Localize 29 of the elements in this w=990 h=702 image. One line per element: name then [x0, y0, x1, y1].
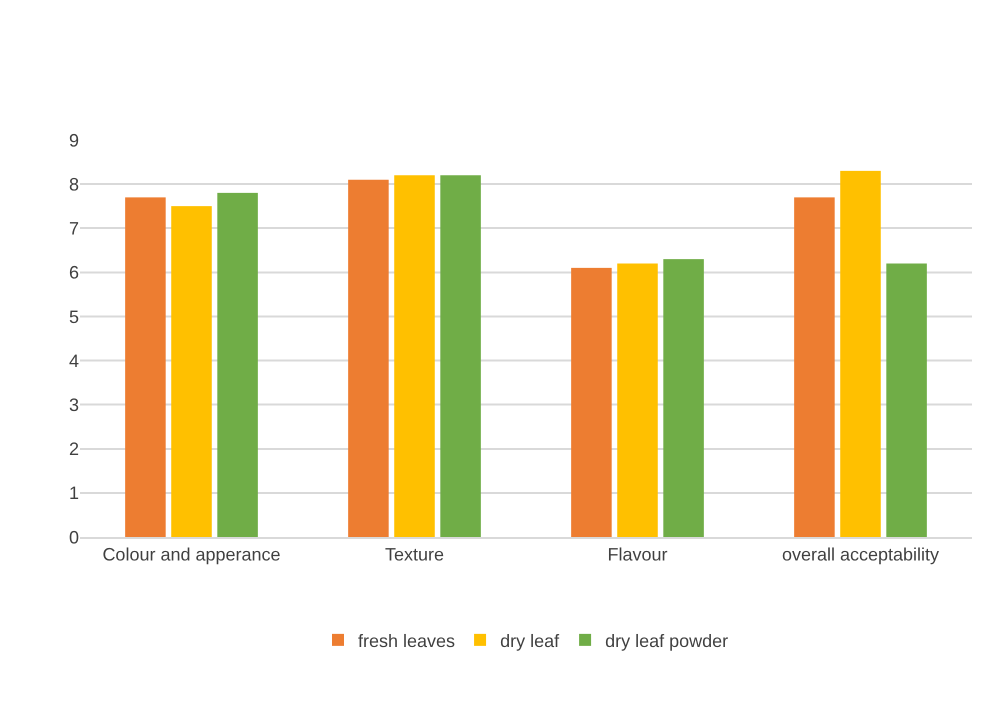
- bar: [617, 264, 658, 537]
- bar: [125, 197, 166, 537]
- bar: [217, 192, 258, 537]
- legend-label: dry leaf powder: [605, 630, 728, 651]
- y-tick-label: 8: [68, 174, 79, 194]
- bar: [440, 175, 481, 537]
- bar: [571, 268, 612, 537]
- x-tick-label: Flavour: [607, 544, 668, 565]
- y-tick-label: 0: [68, 527, 79, 548]
- y-tick-label: 4: [68, 350, 79, 371]
- x-tick-label: overall acceptability: [782, 544, 940, 565]
- bar: [394, 175, 435, 537]
- legend-label: fresh leaves: [358, 630, 456, 651]
- bar: [171, 206, 212, 537]
- y-tick-label: 6: [68, 262, 79, 283]
- y-tick-label: 9: [68, 130, 79, 150]
- bar: [663, 259, 704, 537]
- bar: [840, 170, 881, 537]
- y-tick-label: 7: [68, 218, 79, 239]
- legend-label: dry leaf: [500, 630, 560, 651]
- y-tick-label: 2: [68, 439, 79, 460]
- x-tick-label: Texture: [384, 544, 444, 565]
- y-tick-label: 5: [68, 306, 79, 327]
- bar: [794, 197, 835, 537]
- y-tick-label: 1: [68, 483, 79, 504]
- x-tick-label: Colour and apperance: [102, 544, 281, 565]
- y-tick-label: 3: [68, 394, 79, 415]
- bar: [886, 264, 927, 537]
- bar: [348, 180, 389, 537]
